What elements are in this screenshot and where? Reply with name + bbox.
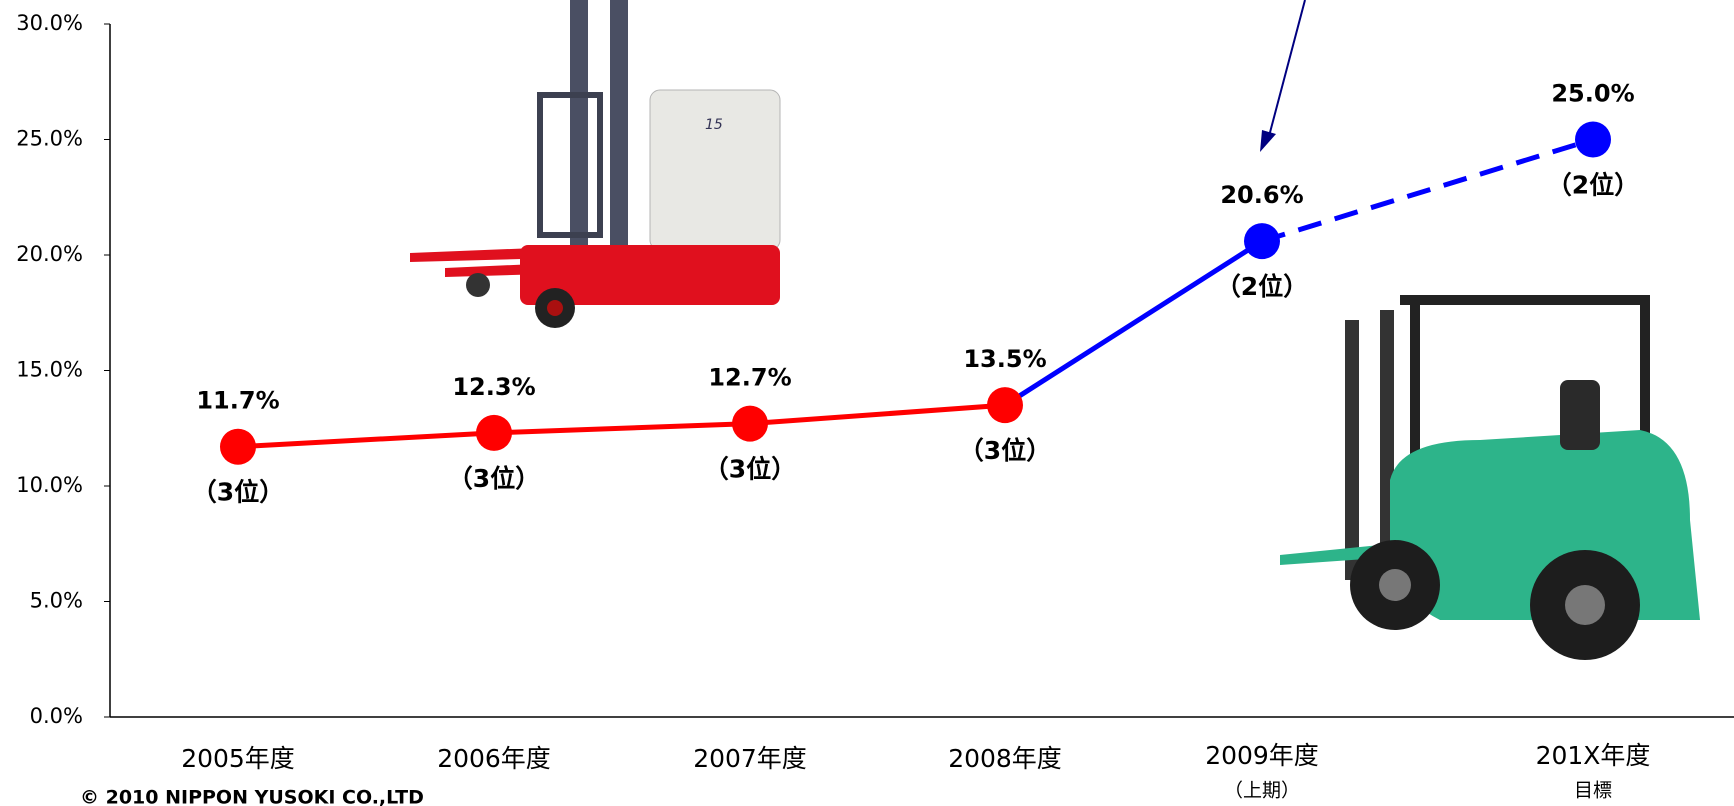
value-label: 13.5%: [963, 345, 1046, 373]
point: [732, 405, 768, 442]
x-tick-label: 2008年度: [948, 744, 1062, 773]
x-tick-label: 2007年度: [693, 744, 807, 773]
rank-label: （3位）: [959, 436, 1051, 465]
y-tick-label: 25.0%: [16, 127, 83, 151]
rank-label: （3位）: [704, 455, 796, 484]
y-tick-label: 20.0%: [16, 242, 83, 266]
rank-label: （2位）: [1216, 272, 1308, 301]
rank-label: （2位）: [1547, 171, 1639, 200]
line-segment: [749, 402, 1006, 427]
y-tick-label: 15.0%: [16, 358, 83, 382]
point: [1244, 223, 1280, 260]
x-tick-label: 2005年度: [181, 744, 295, 773]
reach-truck-illustration: 15: [410, 0, 781, 328]
value-label: 12.3%: [452, 373, 535, 401]
annotation-arrow: [1260, 0, 1306, 152]
x-tick-note: 目標: [1574, 780, 1612, 802]
x-tick-label: 2009年度: [1205, 741, 1319, 770]
x-tick-label: 2006年度: [437, 744, 551, 773]
y-tick-label: 30.0%: [16, 11, 83, 35]
y-tick-label: 5.0%: [30, 589, 83, 613]
footer: © 2010 NIPPON YUSOKI CO.,LTD: [80, 787, 424, 806]
y-tick-label: 10.0%: [16, 473, 83, 497]
x-tick-note: （上期）: [1224, 780, 1300, 802]
rank-label: （3位）: [448, 464, 540, 493]
svg-text:15: 15: [705, 117, 723, 133]
value-label: 25.0%: [1551, 80, 1634, 108]
counterbalance-forklift-illustration: [1280, 295, 1700, 660]
rank-label: （3位）: [192, 478, 284, 507]
line-segment: [493, 421, 751, 436]
value-label: 11.7%: [196, 387, 279, 415]
line-segment: [1261, 137, 1594, 244]
line-segment: [237, 430, 495, 450]
line-segment: [1003, 239, 1264, 408]
y-tick-label: 0.0%: [30, 704, 83, 728]
point: [220, 428, 256, 465]
x-tick-label: 201X年度: [1536, 741, 1651, 770]
point: [1575, 121, 1611, 158]
point: [476, 414, 512, 451]
value-label: 20.6%: [1220, 181, 1303, 209]
value-label: 12.7%: [708, 364, 791, 392]
point: [987, 387, 1023, 424]
